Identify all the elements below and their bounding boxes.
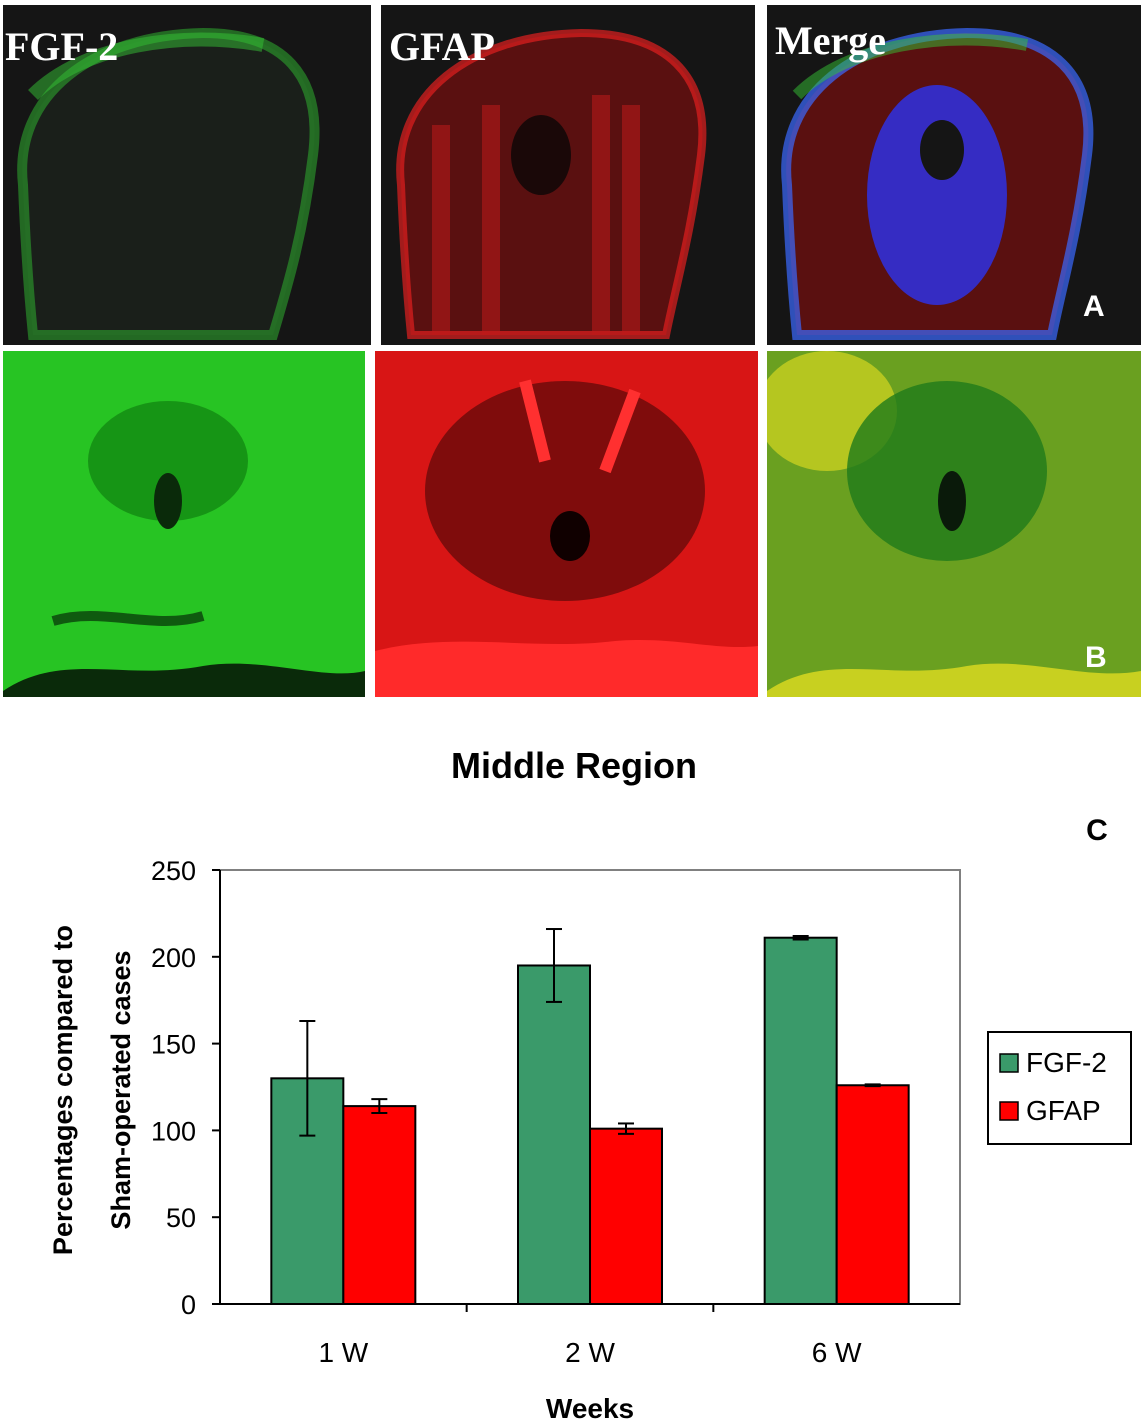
chart-title: Middle Region xyxy=(451,745,697,786)
micrograph-merge-whole: Merge A xyxy=(767,5,1141,345)
y-tick-label: 100 xyxy=(151,1116,196,1146)
legend-label-fgf-2: FGF-2 xyxy=(1026,1047,1107,1078)
y-tick-label: 200 xyxy=(151,943,196,973)
micrograph-fgf2-zoom xyxy=(3,351,365,697)
legend-swatch-gfap xyxy=(999,1101,1019,1121)
x-tick-label: 2 W xyxy=(565,1337,615,1368)
x-tick-label: 1 W xyxy=(318,1337,368,1368)
panel-letter-a: A xyxy=(1083,290,1105,323)
bar-gfap-1 xyxy=(589,1127,663,1305)
bar-chart: Middle Region C 0 50 100 150 200 250 1 W 2 W 6 W… xyxy=(48,745,1132,1422)
bar-fgf-2-1 xyxy=(517,964,591,1305)
y-tick-label: 250 xyxy=(151,856,196,886)
y-axis-label-line-2: Sham-operated cases xyxy=(106,950,136,1229)
bar-gfap-2 xyxy=(835,1084,910,1305)
y-tick-label: 150 xyxy=(151,1030,196,1060)
x-tick-label: 6 W xyxy=(812,1337,862,1368)
bar-fgf-2-2 xyxy=(763,936,838,1305)
legend-label-gfap: GFAP xyxy=(1026,1095,1101,1126)
micrograph-gfap-zoom xyxy=(375,351,758,697)
legend-box xyxy=(987,1031,1132,1145)
panel-letter-b: B xyxy=(1085,641,1107,674)
micrograph-gfap-whole: GFAP xyxy=(381,5,755,345)
label-gfap: GFAP xyxy=(389,24,495,69)
bar-gfap-0 xyxy=(342,1105,417,1306)
y-axis-label-line-1: Percentages compared to xyxy=(48,925,78,1255)
y-tick-label: 0 xyxy=(181,1290,196,1320)
label-merge: Merge xyxy=(775,18,887,63)
panel-letter-c: C xyxy=(1086,814,1108,847)
micrograph-fgf2-whole: FGF-2 xyxy=(3,5,371,345)
legend: FGF-2 GFAP xyxy=(987,1031,1132,1145)
x-axis-label: Weeks xyxy=(546,1393,634,1422)
legend-swatch-fgf-2 xyxy=(999,1053,1019,1073)
micrograph-merge-zoom: B xyxy=(767,351,1141,697)
y-tick-label: 50 xyxy=(166,1203,196,1233)
label-fgf2: FGF-2 xyxy=(5,24,119,69)
